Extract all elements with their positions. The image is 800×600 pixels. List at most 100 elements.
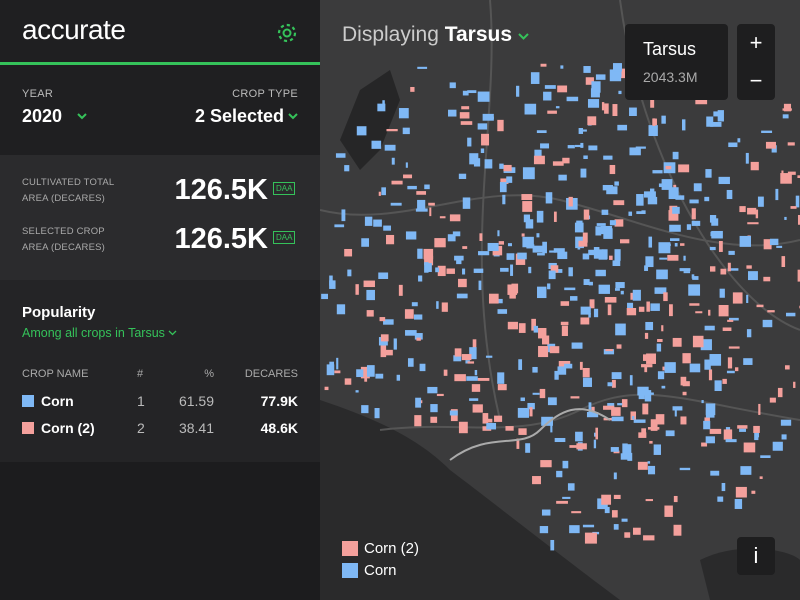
field: [454, 255, 464, 261]
field: [579, 129, 587, 132]
field: [571, 511, 582, 514]
popularity-title: Popularity: [22, 304, 96, 321]
column-header: #: [137, 368, 144, 380]
field: [484, 116, 494, 120]
column-header: %: [204, 368, 214, 380]
field: [747, 222, 759, 225]
field: [540, 460, 552, 468]
field: [590, 88, 600, 98]
zoom-out[interactable]: −: [749, 68, 763, 93]
crop-name: Corn: [41, 393, 74, 409]
year-value[interactable]: 2020: [22, 106, 63, 126]
field: [540, 143, 550, 149]
field: [518, 428, 527, 435]
field: [616, 344, 622, 349]
column-header: DECARES: [244, 368, 298, 380]
field: [518, 323, 526, 333]
field: [703, 420, 711, 430]
field: [439, 216, 446, 219]
field: [784, 365, 790, 370]
field: [664, 362, 676, 373]
field: [383, 225, 391, 231]
field: [527, 402, 535, 410]
crop-type-value[interactable]: 2 Selected: [194, 106, 284, 126]
field: [652, 118, 657, 126]
field: [580, 168, 587, 178]
field: [643, 535, 655, 541]
field: [645, 499, 653, 502]
field: [653, 444, 661, 455]
field: [466, 376, 478, 381]
field: [355, 284, 359, 295]
region-name: Tarsus: [444, 23, 513, 46]
field: [783, 103, 792, 112]
zoom-in[interactable]: +: [749, 30, 763, 55]
field: [430, 404, 438, 413]
field: [613, 494, 621, 499]
settings-icon[interactable]: [275, 21, 299, 45]
field: [621, 399, 628, 408]
field: [435, 267, 440, 273]
subtitle-text: Among all crops in Tarsus: [22, 326, 165, 340]
field: [781, 434, 787, 440]
field: [717, 110, 724, 122]
field: [727, 262, 731, 272]
map[interactable]: [320, 0, 800, 600]
info-button[interactable]: i: [737, 537, 775, 575]
field: [415, 397, 422, 408]
field: [543, 91, 552, 101]
field: [613, 450, 620, 454]
field: [718, 176, 730, 185]
field: [556, 500, 568, 504]
field: [672, 206, 680, 214]
field: [620, 68, 629, 79]
field: [711, 230, 723, 239]
field: [673, 524, 682, 536]
field: [750, 161, 759, 171]
stat-label: SELECTED CROP: [22, 226, 105, 237]
field: [672, 151, 679, 160]
field: [746, 265, 752, 269]
field: [713, 111, 720, 117]
field: [636, 194, 644, 206]
field: [583, 209, 590, 220]
field: [704, 196, 710, 202]
field: [517, 252, 527, 260]
field: [759, 476, 763, 479]
field: [414, 314, 423, 320]
field: [582, 253, 590, 260]
field: [611, 407, 621, 416]
field: [529, 407, 533, 417]
field: [560, 301, 570, 306]
popularity-subtitle[interactable]: Among all crops in Tarsus: [22, 326, 177, 340]
chevron: [288, 113, 298, 120]
field: [437, 265, 446, 277]
field: [693, 183, 702, 192]
field: [613, 200, 625, 206]
field: [423, 248, 434, 260]
field: [645, 256, 654, 268]
field: [536, 210, 544, 223]
field: [356, 369, 364, 378]
field: [646, 301, 650, 312]
field: [507, 284, 518, 295]
field: [419, 363, 426, 372]
field: [790, 206, 797, 209]
field: [562, 460, 569, 469]
field: [797, 269, 800, 282]
field: [539, 388, 546, 399]
field: [524, 103, 537, 115]
stat-unit: DAA: [273, 231, 296, 244]
field: [544, 85, 556, 89]
field: [341, 209, 346, 222]
field: [361, 238, 370, 247]
field: [596, 223, 606, 226]
field: [453, 355, 462, 362]
displaying[interactable]: Displaying Tarsus: [342, 23, 529, 47]
field: [532, 392, 540, 395]
field: [587, 116, 597, 126]
field: [416, 337, 421, 341]
field: [582, 232, 588, 243]
legend-swatch: [342, 563, 358, 578]
field: [554, 437, 566, 443]
